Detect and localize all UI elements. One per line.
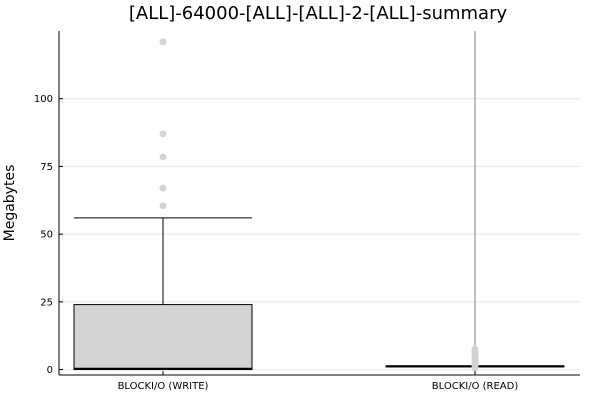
y-tick-label: 100: [34, 94, 53, 105]
chart-title: [ALL]-64000-[ALL]-[ALL]-2-[ALL]-summary: [129, 3, 508, 24]
plot-area: [73, 31, 565, 372]
y-tick-label: 25: [40, 297, 53, 308]
box-group: [73, 38, 253, 371]
axes: 0 25 50 75 100 BLOCKI/O (WRITE) BLOCKI/O (READ…: [34, 31, 580, 392]
outlier-point: [159, 38, 167, 46]
outlier-point: [159, 130, 167, 138]
y-tick-label: 50: [40, 230, 53, 241]
outlier-point: [159, 202, 167, 210]
box: [73, 304, 253, 371]
y-tick-label: 0: [47, 365, 53, 376]
y-axis-label: Megabytes: [2, 165, 18, 242]
outlier-point: [159, 184, 167, 192]
grid: [59, 98, 580, 371]
outlier-point: [159, 153, 167, 161]
x-tick-label: BLOCKI/O (WRITE): [118, 381, 209, 392]
box-group: [385, 31, 565, 372]
y-tick-label: 75: [40, 162, 53, 173]
x-tick-label: BLOCKI/O (READ): [432, 381, 519, 392]
outlier-point: [471, 345, 479, 353]
